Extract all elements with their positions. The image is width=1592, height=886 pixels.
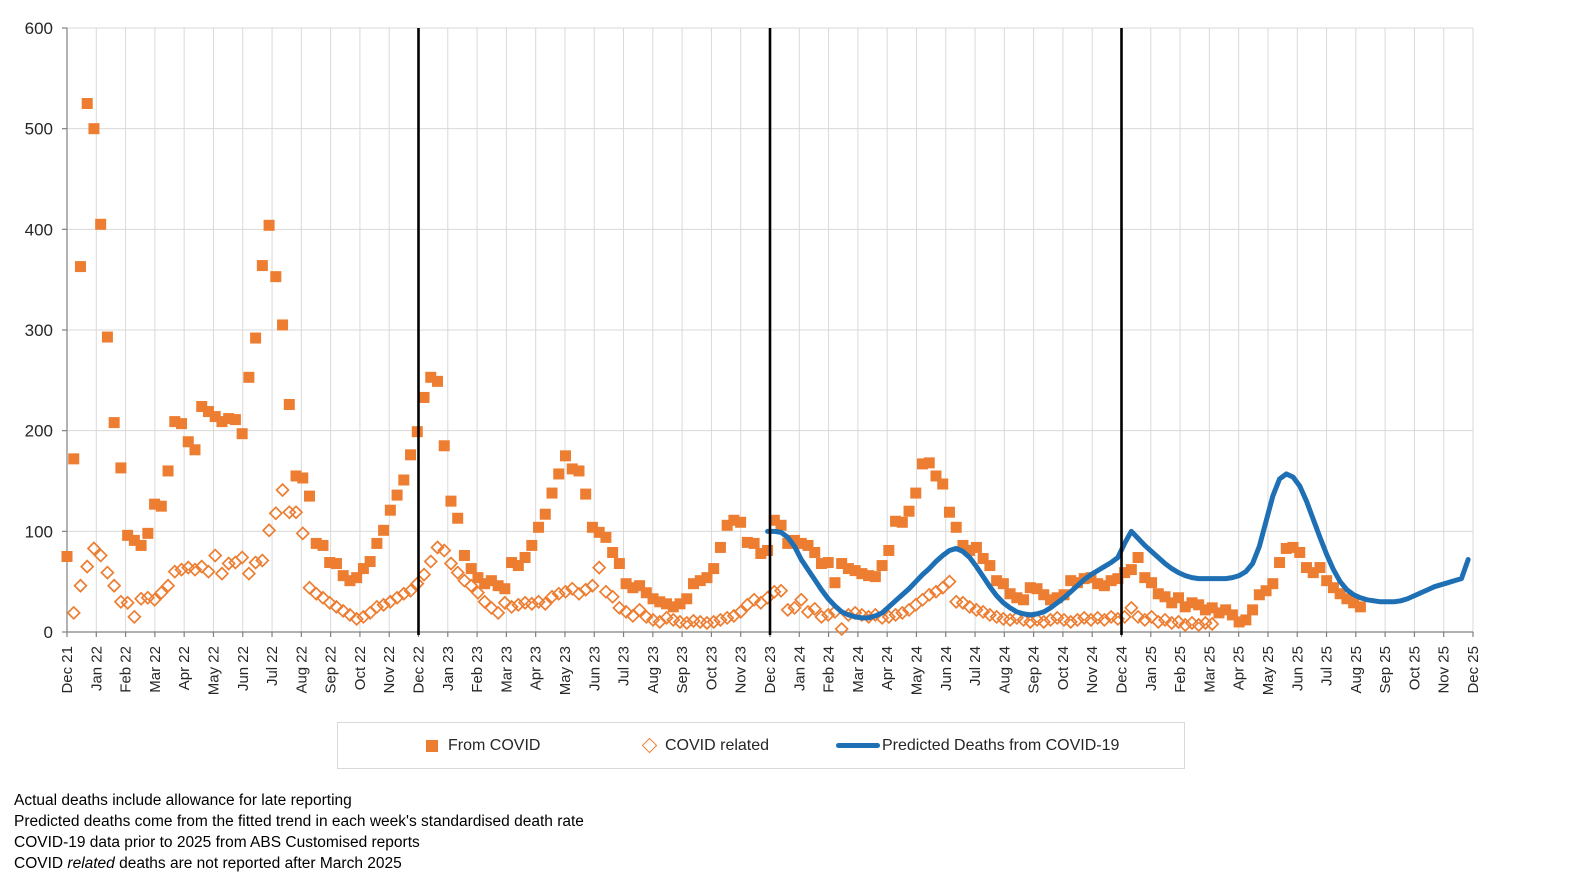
svg-text:Aug 23: Aug 23 <box>645 646 662 694</box>
svg-text:Jul 25: Jul 25 <box>1319 646 1336 686</box>
x-axis-labels: Dec 21 Jan 22 Feb 22 Mar 22 Apr 22 May 22 Jun … <box>59 646 1482 695</box>
svg-text:Dec 25: Dec 25 <box>1465 646 1482 694</box>
svg-text:Nov 22: Nov 22 <box>381 646 398 694</box>
svg-text:May 23: May 23 <box>557 646 574 695</box>
legend-label-from-covid: From COVID <box>448 736 541 754</box>
svg-text:Jul 22: Jul 22 <box>264 646 281 686</box>
svg-text:Aug 22: Aug 22 <box>293 646 310 694</box>
svg-text:Dec 24: Dec 24 <box>1114 646 1131 694</box>
footnote-line-3: COVID-19 data prior to 2025 from ABS Cus… <box>14 834 420 851</box>
svg-text:Dec 22: Dec 22 <box>411 646 428 694</box>
series-predicted-deaths <box>765 471 1471 621</box>
svg-text:May 25: May 25 <box>1260 646 1277 695</box>
svg-text:Oct 24: Oct 24 <box>1055 646 1072 690</box>
footnotes: Actual deaths include allowance for late… <box>14 790 584 874</box>
svg-text:Jan 25: Jan 25 <box>1143 646 1160 691</box>
svg-text:200: 200 <box>25 422 53 441</box>
svg-text:Nov 23: Nov 23 <box>733 646 750 694</box>
svg-text:400: 400 <box>25 220 53 239</box>
filled-square-marker-icon <box>426 739 438 752</box>
svg-text:Nov 25: Nov 25 <box>1436 646 1453 694</box>
svg-text:Mar 25: Mar 25 <box>1201 646 1218 693</box>
svg-text:Apr 22: Apr 22 <box>176 646 193 690</box>
footnote-line-4-italic: related <box>67 855 115 872</box>
svg-text:Jul 23: Jul 23 <box>616 646 633 686</box>
svg-text:Feb 25: Feb 25 <box>1172 646 1189 693</box>
y-axis-labels: 0 100 200 300 400 500 600 <box>25 19 53 642</box>
svg-text:May 24: May 24 <box>908 646 925 695</box>
svg-text:Dec 21: Dec 21 <box>59 646 76 694</box>
svg-text:Oct 22: Oct 22 <box>352 646 369 690</box>
svg-text:0: 0 <box>44 623 53 642</box>
event-lines <box>417 28 1123 635</box>
svg-text:Apr 25: Apr 25 <box>1231 646 1248 690</box>
svg-text:Mar 24: Mar 24 <box>850 646 867 693</box>
legend-item-predicted-deaths: Predicted Deaths from COVID-19 <box>836 723 1119 768</box>
svg-text:Aug 24: Aug 24 <box>996 646 1013 694</box>
svg-text:500: 500 <box>25 120 53 139</box>
svg-text:Sep 24: Sep 24 <box>1026 646 1043 694</box>
svg-text:100: 100 <box>25 522 53 541</box>
svg-text:Jun 23: Jun 23 <box>586 646 603 691</box>
legend-item-from-covid: From COVID <box>426 723 540 768</box>
svg-text:Jan 23: Jan 23 <box>440 646 457 691</box>
svg-text:Oct 25: Oct 25 <box>1406 646 1423 690</box>
svg-text:Mar 22: Mar 22 <box>147 646 164 693</box>
svg-text:Jun 24: Jun 24 <box>938 646 955 691</box>
legend-label-predicted-deaths: Predicted Deaths from COVID-19 <box>882 736 1120 754</box>
svg-text:Aug 25: Aug 25 <box>1348 646 1365 694</box>
svg-text:Sep 22: Sep 22 <box>323 646 340 694</box>
svg-text:Jun 22: Jun 22 <box>235 646 252 691</box>
svg-text:Feb 24: Feb 24 <box>821 646 838 693</box>
legend-label-covid-related: COVID related <box>665 736 770 754</box>
svg-text:600: 600 <box>25 19 53 38</box>
svg-text:May 22: May 22 <box>205 646 222 695</box>
legend-item-covid-related: COVID related <box>641 723 770 768</box>
svg-text:Apr 24: Apr 24 <box>879 646 896 690</box>
svg-text:Dec 23: Dec 23 <box>762 646 779 694</box>
footnote-line-4-suffix: deaths are not reported after March 2025 <box>114 855 402 872</box>
svg-text:Jul 24: Jul 24 <box>967 646 984 686</box>
svg-text:Sep 23: Sep 23 <box>674 646 691 694</box>
svg-text:Mar 23: Mar 23 <box>498 646 515 693</box>
footnote-line-2: Predicted deaths come from the fitted tr… <box>14 813 584 830</box>
footnote-line-1: Actual deaths include allowance for late… <box>14 792 352 809</box>
svg-text:Jan 24: Jan 24 <box>791 646 808 691</box>
svg-text:300: 300 <box>25 321 53 340</box>
svg-text:Jun 25: Jun 25 <box>1289 646 1306 691</box>
chart-legend: From COVID COVID related Predicted Death… <box>337 722 1185 769</box>
footnote-line-4: COVID related deaths are not reported af… <box>14 853 584 874</box>
svg-text:Nov 24: Nov 24 <box>1084 646 1101 694</box>
series-from-covid <box>61 98 1366 628</box>
svg-text:Sep 25: Sep 25 <box>1377 646 1394 694</box>
svg-text:Jan 22: Jan 22 <box>88 646 105 691</box>
open-diamond-marker-icon <box>641 737 658 754</box>
svg-text:Oct 23: Oct 23 <box>703 646 720 690</box>
svg-text:Feb 22: Feb 22 <box>118 646 135 693</box>
line-marker-icon <box>836 743 880 748</box>
series-covid-related <box>66 482 1220 637</box>
svg-text:Feb 23: Feb 23 <box>469 646 486 693</box>
footnote-line-4-prefix: COVID <box>14 855 68 872</box>
svg-text:Apr 23: Apr 23 <box>528 646 545 690</box>
